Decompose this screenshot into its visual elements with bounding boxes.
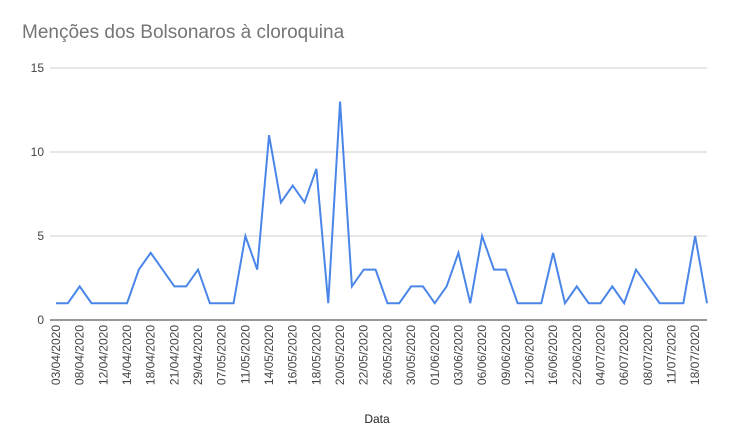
x-tick-label: 20/05/2020 [333,325,347,385]
x-tick-label: 11/05/2020 [238,325,252,384]
x-tick-label: 12/06/2020 [522,325,536,385]
x-tick-label: 18/05/2020 [309,325,323,385]
x-tick-label: 22/06/2020 [570,325,584,385]
series-line [56,101,708,306]
x-tick-label: 06/06/2020 [475,325,489,385]
x-tick-label: 06/07/2020 [617,325,631,385]
x-tick-label: 29/04/2020 [191,325,205,385]
x-tick-label: 08/07/2020 [641,325,655,385]
x-tick-label: 18/07/2020 [688,325,702,385]
x-tick-label: 08/04/2020 [73,325,87,385]
x-tick-label: 18/04/2020 [144,325,158,385]
y-tick-label: 5 [37,229,44,243]
x-tick-label: 03/04/2020 [49,325,63,385]
y-tick-label: 10 [31,145,45,159]
x-tick-label: 03/06/2020 [451,325,465,385]
x-axis-title: Data [364,412,390,426]
series-layer [56,101,708,306]
x-tick-label: 01/06/2020 [428,325,442,385]
x-tick-label: 16/05/2020 [286,325,300,385]
x-tick-label: 30/05/2020 [404,325,418,385]
x-tick-label: 26/05/2020 [380,325,394,385]
y-tick-label: 15 [31,61,45,75]
x-tick-label: 22/05/2020 [357,325,371,385]
y-axis-ticks: 0 5 10 15 [31,61,45,327]
x-tick-label: 07/05/2020 [215,325,229,385]
x-tick-label: 04/07/2020 [593,325,607,385]
x-tick-label: 12/04/2020 [96,325,110,385]
x-tick-label: 14/04/2020 [120,325,134,385]
gridlines [50,67,707,321]
x-tick-label: 11/07/2020 [664,325,678,384]
x-tick-label: 14/05/2020 [262,325,276,385]
x-tick-label: 09/06/2020 [499,325,513,385]
x-tick-label: 21/04/2020 [167,325,181,385]
x-axis-ticks: 03/04/2020 08/04/2020 12/04/2020 14/04/2020… [49,325,702,385]
chart-title: Menções dos Bolsonaros à cloroquina [22,22,345,43]
x-tick-label: 16/06/2020 [546,325,560,385]
y-tick-label: 0 [37,313,44,327]
